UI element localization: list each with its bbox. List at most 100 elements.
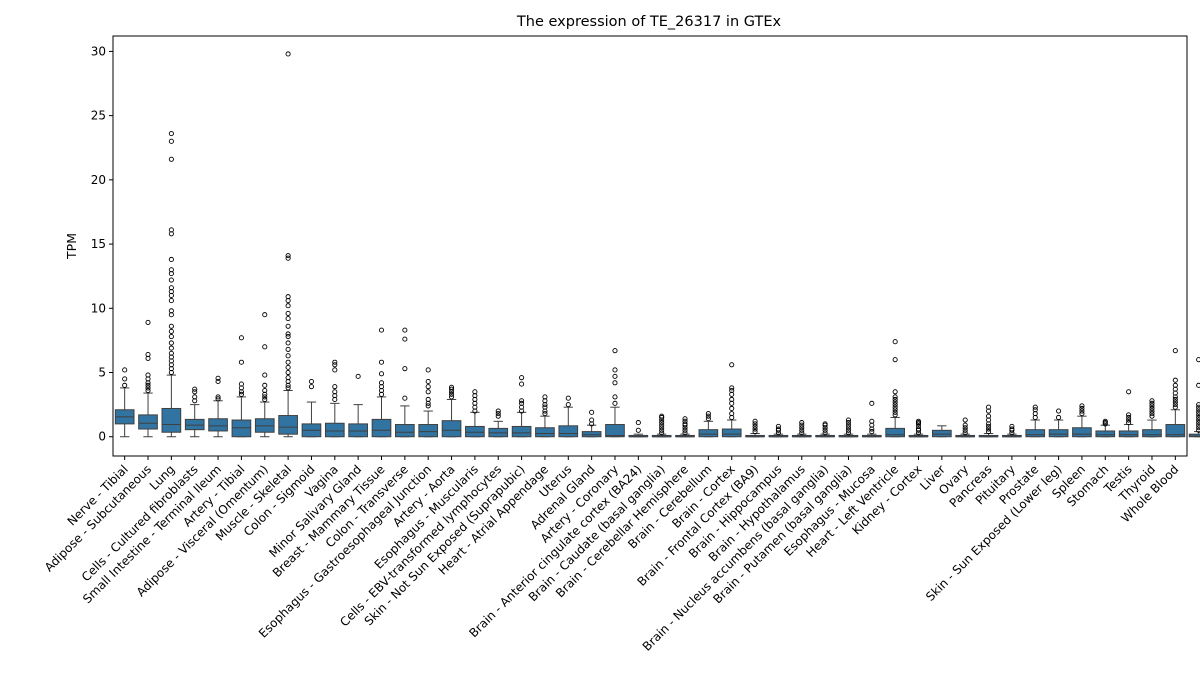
outlier-point — [355, 373, 361, 379]
box-group — [651, 413, 672, 438]
box-group — [324, 359, 345, 438]
outlier-point — [168, 256, 174, 263]
outlier-point — [215, 375, 221, 381]
outlier-point — [402, 395, 408, 401]
outlier-point — [425, 378, 431, 385]
box-group — [1095, 418, 1116, 438]
outlier-point — [612, 348, 618, 354]
outlier-point — [799, 420, 805, 426]
outlier-point — [308, 384, 315, 390]
outlier-point — [682, 421, 688, 427]
outlier-point — [285, 346, 291, 352]
box-group — [955, 417, 976, 438]
outlier-point — [1196, 409, 1200, 415]
outlier-point — [192, 394, 198, 400]
y-tick-label: 25 — [91, 109, 106, 123]
box-group — [254, 312, 275, 438]
outlier-point — [262, 312, 268, 318]
box-iqr — [184, 418, 205, 431]
outlier-point — [168, 340, 174, 346]
outlier-point — [659, 427, 665, 433]
outlier-point — [729, 396, 735, 403]
y-tick-label: 20 — [91, 173, 106, 187]
outlier-point — [402, 366, 408, 372]
outlier-point — [1009, 423, 1015, 430]
outlier-point — [985, 423, 992, 430]
outlier-point — [285, 255, 291, 261]
outlier-point — [682, 430, 688, 436]
outlier-point — [612, 400, 618, 406]
outlier-point — [1102, 418, 1108, 424]
outlier-point — [168, 138, 174, 144]
box-iqr — [558, 425, 579, 438]
outlier-point — [285, 353, 291, 359]
outlier-point — [122, 376, 128, 382]
outlier-point — [262, 394, 268, 400]
outlier-point — [752, 423, 758, 430]
outlier-point — [985, 413, 992, 419]
outlier-point — [845, 425, 852, 431]
outlier-point — [425, 389, 431, 395]
outlier-point — [1172, 396, 1178, 403]
outlier-point — [659, 430, 665, 436]
box-iqr — [698, 429, 719, 438]
box-iqr — [721, 428, 742, 438]
outlier-point — [425, 367, 431, 373]
outlier-point — [285, 294, 291, 300]
outlier-point — [822, 430, 828, 436]
outlier-point — [1079, 405, 1085, 412]
box-group — [1072, 403, 1092, 438]
box-group — [815, 421, 835, 438]
outlier-point — [402, 336, 408, 342]
box-group — [675, 416, 695, 438]
outlier-point — [705, 413, 711, 419]
outlier-point — [1196, 412, 1200, 418]
box-iqr — [1025, 429, 1046, 438]
outlier-point — [168, 334, 174, 340]
box-iqr — [371, 418, 392, 438]
y-tick-label: 30 — [91, 44, 106, 58]
outlier-point — [495, 411, 501, 417]
outlier-point — [448, 386, 455, 392]
outlier-point — [542, 394, 548, 400]
outlier-point — [122, 367, 128, 373]
outlier-point — [285, 364, 291, 370]
box-group — [721, 362, 742, 438]
outlier-point — [1149, 408, 1155, 414]
box-group — [698, 411, 719, 438]
outlier-point — [892, 409, 898, 415]
y-tick-label: 10 — [91, 301, 106, 315]
outlier-point — [869, 400, 875, 406]
outlier-point — [285, 359, 291, 365]
outlier-point — [612, 367, 618, 373]
outlier-point — [1079, 403, 1085, 409]
outlier-point — [238, 381, 244, 387]
outlier-point — [168, 227, 174, 233]
outlier-point — [1126, 414, 1132, 421]
outlier-point — [168, 323, 174, 329]
outlier-point — [799, 430, 805, 436]
outlier-point — [1149, 405, 1155, 412]
outlier-point — [145, 387, 151, 394]
box-iqr — [885, 427, 905, 438]
outlier-point — [332, 389, 338, 395]
outlier-point — [215, 378, 221, 385]
y-axis-label: TPM — [64, 233, 79, 260]
outlier-point — [1172, 382, 1178, 388]
outlier-point — [1149, 398, 1155, 404]
outlier-point — [985, 429, 992, 435]
y-tick-label: 5 — [98, 366, 106, 380]
outlier-point — [448, 391, 455, 397]
outlier-point — [192, 389, 198, 395]
box-group — [838, 417, 859, 438]
outlier-point — [1196, 420, 1200, 426]
y-tick-label: 0 — [98, 430, 106, 444]
box-group — [488, 408, 509, 438]
box-group — [395, 327, 415, 438]
outlier-point — [1172, 348, 1178, 354]
outlier-point — [775, 426, 781, 432]
box-iqr — [161, 407, 182, 433]
outlier-point — [519, 381, 525, 387]
